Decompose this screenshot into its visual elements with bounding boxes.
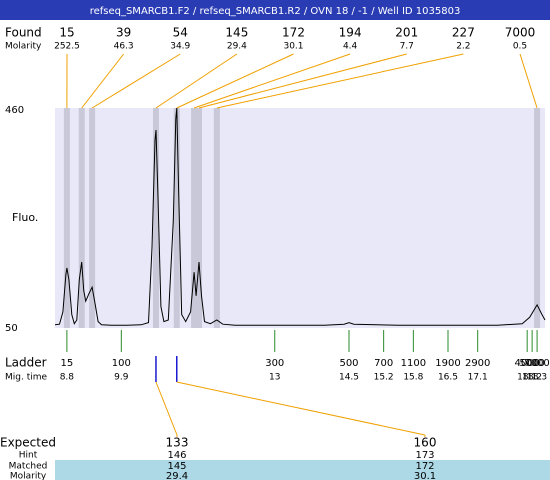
y-axis-label: Fluo. [12,211,38,224]
expected-matched: 172 [415,461,434,472]
found-size: 194 [339,26,362,40]
matched-band [55,460,550,480]
found-molarity: 4.4 [343,42,358,52]
found-molarity: 2.2 [456,42,470,52]
molarity-label: Molarity [5,42,42,52]
y-tick-label: 460 [5,105,24,116]
peak-band [152,108,159,328]
found-molarity: 0.5 [513,42,527,52]
peak-band [89,108,96,328]
expected-matched: 145 [167,461,186,472]
peak-band [191,108,198,328]
peak-band [173,108,180,328]
peak-connector [193,53,351,109]
found-size: 201 [395,26,418,40]
peak-band [63,108,70,328]
peak-band [534,108,541,328]
ladder-size: 1900 [435,358,460,369]
ladder-time: 18.3 [527,373,547,383]
peak-connector [519,53,538,109]
expected-hint: 146 [167,450,186,461]
ladder-size: 5000 [519,358,544,369]
ladder-time: 14.5 [339,373,359,383]
ladder-time: 13 [269,373,280,383]
mig-time-label: Mig. time [5,373,47,383]
expected-molarity-label: Molarity [10,472,47,480]
matched-label: Matched [9,462,48,472]
found-size: 7000 [505,26,536,40]
ladder-size: 300 [265,358,284,369]
ladder-size: 15 [61,358,74,369]
ladder-time: 18.1 [517,373,537,383]
peak-connector [198,53,407,109]
found-molarity: 30.1 [283,42,303,52]
ladder-size: 500 [339,358,358,369]
ladder-time: 9.9 [114,373,129,383]
expected-size: 160 [414,436,437,450]
found-molarity: 29.4 [227,42,247,52]
expected-label: Expected [0,436,56,450]
y-tick-label: 50 [5,323,18,334]
found-molarity: 252.5 [54,42,80,52]
chart-title: refseq_SMARCB1.F2 / refseq_SMARCB1.R2 / … [90,6,461,17]
ladder-time: 18.2 [522,373,542,383]
ladder-size: 1100 [401,358,426,369]
found-molarity: 46.3 [114,42,134,52]
found-size: 227 [452,26,475,40]
peak-band [196,108,203,328]
ladder-time: 15.8 [403,373,423,383]
ladder-time: 8.8 [60,373,75,383]
ladder-size: 4000 [514,358,539,369]
hint-label: Hint [19,451,38,461]
peak-band [213,108,220,328]
expected-molarity: 30.1 [414,471,436,480]
expected-size: 133 [166,436,189,450]
peak-band [78,108,85,328]
ladder-size: 7000 [524,358,549,369]
found-size: 54 [173,26,188,40]
found-label: Found [5,26,42,40]
expected-connector [155,381,178,436]
found-size: 145 [225,26,248,40]
ladder-size: 700 [374,358,393,369]
plot-area [55,108,545,328]
ladder-label: Ladder [5,356,47,370]
found-molarity: 34.9 [170,42,190,52]
found-size: 15 [59,26,74,40]
ladder-size: 2900 [465,358,490,369]
ladder-time: 17.1 [468,373,488,383]
ladder-time: 16.5 [438,373,458,383]
expected-molarity: 29.4 [166,471,188,480]
peak-connector [81,53,125,109]
title-bar [0,0,550,20]
found-size: 39 [116,26,131,40]
ladder-size: 100 [112,358,131,369]
expected-hint: 173 [415,450,434,461]
found-size: 172 [282,26,305,40]
peak-connector [155,53,238,109]
peak-connector [91,53,181,109]
peak-connector [216,53,464,109]
ladder-time: 15.2 [374,373,394,383]
trace [54,107,546,326]
peak-connector [176,53,294,109]
expected-connector [176,381,426,436]
found-molarity: 7.7 [400,42,414,52]
